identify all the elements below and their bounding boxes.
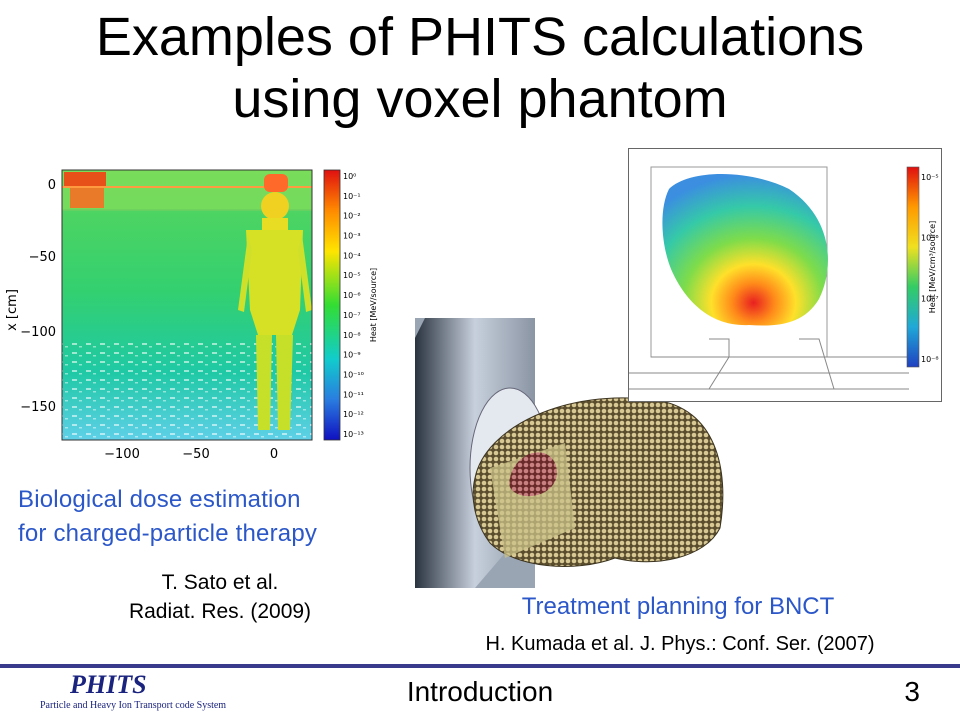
page-number: 3 xyxy=(904,676,920,707)
colorbar-tick-label: 10⁻¹¹ xyxy=(343,390,364,399)
left-caption-line-2: for charged-particle therapy xyxy=(18,520,318,547)
colorbar-tick-label: 10⁻⁵ xyxy=(343,271,361,280)
colorbar-tick-label: 10⁻⁴ xyxy=(343,251,361,260)
dose-colorbar-label: Heat [MeV/source] xyxy=(369,268,378,342)
left-reference-line-1: T. Sato et al. xyxy=(161,571,279,594)
colorbar-tick-label: 10⁻⁷ xyxy=(343,311,361,320)
left-reference-line-2: Radiat. Res. (2009) xyxy=(128,600,312,623)
heat-region xyxy=(662,174,828,326)
slide-title-line-2: using voxel phantom xyxy=(232,69,728,129)
left-reference: T. Sato et al. Radiat. Res. (2009) xyxy=(60,568,380,626)
colorbar-tick-label: 10⁻⁶ xyxy=(343,291,361,300)
phits-logo-text: PHITS xyxy=(70,670,147,699)
dose-y-tick: −50 xyxy=(29,250,56,265)
footer-section-label: Introduction xyxy=(406,676,554,707)
tumor-region xyxy=(509,452,557,497)
heat-colorbar-ticks: 10⁻⁵ 10⁻⁶ 10⁻⁷ 10⁻⁸ xyxy=(921,173,939,364)
dose-y-tick: −150 xyxy=(20,400,56,415)
colorbar-tick-label: 10⁻⁷ xyxy=(921,294,939,303)
voxel-phantom-silhouette xyxy=(238,174,312,430)
dose-y-tick: −100 xyxy=(20,325,56,340)
dose-distribution-figure: 0 −50 −100 −150 x [cm] −100 −50 0 10⁰ 10⁻… xyxy=(5,169,378,462)
beam-source-block xyxy=(64,172,106,186)
colorbar-tick-label: 10⁻² xyxy=(343,212,361,221)
slide-title-line-1: Examples of PHITS calculations xyxy=(95,7,865,67)
dose-colorbar-ticks: 10⁰ 10⁻¹ 10⁻² 10⁻³ 10⁻⁴ 10⁻⁵ 10⁻⁶ 10⁻⁷ 10⁻⁸ 10⁻⁹ 1… xyxy=(343,172,364,439)
heat-colorbar-label: Heat [MeV/cm³/source] xyxy=(928,221,937,313)
colorbar-tick-label: 10⁻⁹ xyxy=(343,351,361,360)
dose-x-tick: −50 xyxy=(182,447,209,462)
dose-x-tick: −100 xyxy=(104,447,140,462)
left-caption-line-1: Biological dose estimation xyxy=(18,486,301,513)
dose-x-tick: 0 xyxy=(270,447,278,462)
dose-y-tick: 0 xyxy=(48,178,56,193)
left-caption: Biological dose estimation for charged-p… xyxy=(18,483,410,551)
dose-y-axis: 0 −50 −100 −150 x [cm] xyxy=(5,178,56,415)
colorbar-tick-label: 10⁻¹² xyxy=(343,410,364,419)
colorbar-tick-label: 10⁻⁶ xyxy=(921,234,939,243)
slide-title: Examples of PHITS calculations using vox… xyxy=(0,6,960,130)
bnct-3d-head-model xyxy=(415,318,724,588)
colorbar-tick-label: 10⁻⁸ xyxy=(921,355,939,364)
dose-x-axis: −100 −50 0 xyxy=(104,447,278,462)
footer-divider xyxy=(0,664,960,668)
colorbar-tick-label: 10⁻¹⁰ xyxy=(343,370,364,379)
colorbar-tick-label: 10⁻¹ xyxy=(343,192,361,201)
dose-y-axis-label: x [cm] xyxy=(5,289,20,331)
bnct-heat-distribution-figure: 10⁻⁵ 10⁻⁶ 10⁻⁷ 10⁻⁸ Heat [MeV/cm³/source] xyxy=(628,148,942,402)
right-caption: Treatment planning for BNCT xyxy=(521,593,835,620)
heat-colorbar xyxy=(906,166,920,368)
colorbar-tick-label: 10⁻⁸ xyxy=(343,331,361,340)
colorbar-tick-label: 10⁻¹³ xyxy=(343,430,364,439)
right-reference: H. Kumada et al. J. Phys.: Conf. Ser. (2… xyxy=(485,633,875,655)
colorbar-tick-label: 10⁻⁵ xyxy=(921,173,939,182)
colorbar-tick-label: 10⁻³ xyxy=(343,232,361,241)
phits-logo-subtitle: Particle and Heavy Ion Transport code Sy… xyxy=(40,700,227,711)
colorbar-tick-label: 10⁰ xyxy=(343,172,356,181)
phits-logo: PHITS Particle and Heavy Ion Transport c… xyxy=(0,670,230,718)
dose-colorbar xyxy=(323,169,341,441)
